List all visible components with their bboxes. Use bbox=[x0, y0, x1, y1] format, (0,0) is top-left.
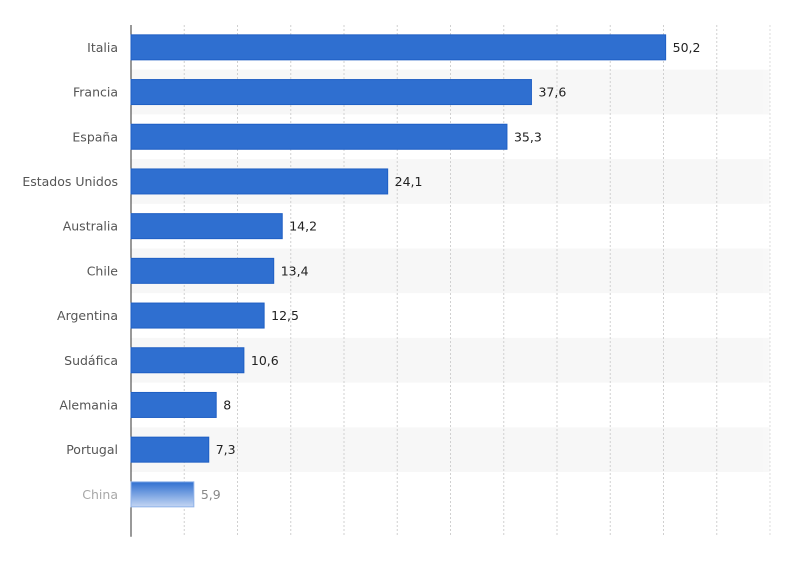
bar bbox=[130, 34, 667, 61]
bar bbox=[130, 123, 508, 150]
data-label: 13,4 bbox=[281, 263, 309, 278]
data-label: 8 bbox=[223, 397, 231, 412]
category-label: Italia bbox=[87, 40, 118, 55]
data-label: 14,2 bbox=[289, 219, 317, 234]
bar bbox=[130, 213, 283, 240]
data-label: 35,3 bbox=[514, 129, 542, 144]
data-label: 7,3 bbox=[216, 442, 236, 457]
category-label: Chile bbox=[87, 263, 119, 278]
right-edge-fade bbox=[760, 0, 800, 563]
data-label: 10,6 bbox=[251, 353, 279, 368]
data-label: 50,2 bbox=[673, 40, 701, 55]
category-label: Argentina bbox=[57, 308, 118, 323]
data-label: 12,5 bbox=[271, 308, 299, 323]
bar bbox=[130, 168, 389, 195]
bar bbox=[130, 79, 532, 106]
category-label: Sudáfica bbox=[64, 353, 118, 368]
category-label: España bbox=[72, 129, 118, 144]
data-label: 37,6 bbox=[538, 85, 566, 100]
data-label: 5,9 bbox=[201, 487, 221, 502]
category-label: China bbox=[82, 487, 118, 502]
bar bbox=[130, 391, 217, 418]
category-label: Australia bbox=[63, 219, 118, 234]
category-label: Alemania bbox=[59, 397, 118, 412]
category-label: Francia bbox=[73, 85, 118, 100]
bar bbox=[130, 347, 245, 374]
bar bbox=[130, 257, 275, 284]
bar bbox=[130, 481, 195, 508]
category-label: Estados Unidos bbox=[22, 174, 118, 189]
category-label: Portugal bbox=[66, 442, 118, 457]
data-label: 24,1 bbox=[395, 174, 423, 189]
bar bbox=[130, 302, 265, 329]
bar bbox=[130, 436, 210, 463]
